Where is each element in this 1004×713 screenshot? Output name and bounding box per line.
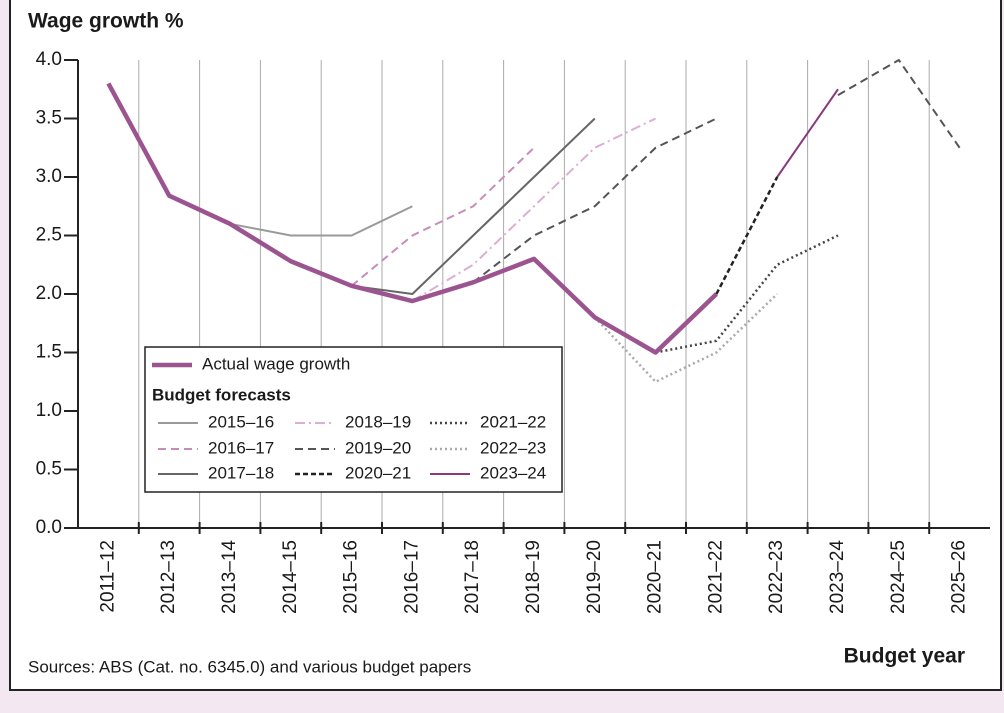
y-tick-label: 3.5 [36, 108, 62, 129]
x-tick-label: 2021–22 [705, 540, 726, 614]
x-tick-label: 2025–26 [949, 540, 970, 614]
x-tick-label: 2017–18 [462, 540, 483, 614]
y-tick-label: 0.0 [36, 517, 62, 538]
frame [9, 0, 1002, 691]
x-tick-label: 2016–17 [401, 540, 422, 614]
x-axis-label: Budget year [844, 645, 965, 668]
series-line [411, 117, 657, 302]
series-line [472, 59, 961, 284]
x-tick-label: 2018–19 [523, 540, 544, 614]
y-tick-label: 2.5 [36, 225, 62, 246]
x-tick-label: 2022–23 [766, 540, 787, 614]
legend-label: 2022–23 [480, 438, 546, 457]
series-line [351, 117, 596, 295]
legend-label: 2020–21 [345, 463, 411, 482]
legend-box [144, 346, 563, 493]
series-line [655, 234, 839, 354]
y-tick-label: 0.5 [36, 459, 62, 480]
series-line [776, 88, 839, 178]
legend-label: Actual wage growth [202, 354, 350, 373]
legend-label: 2019–20 [345, 438, 411, 457]
legend-label: 2018–19 [345, 412, 411, 431]
legend-label: 2023–24 [480, 463, 546, 482]
x-tick-label: 2012–13 [158, 540, 179, 614]
y-tick-label: 1.0 [36, 400, 62, 421]
x-tick-label: 2013–14 [219, 540, 240, 614]
legend-label: 2015–16 [208, 412, 274, 431]
x-tick-label: 2014–15 [280, 540, 301, 614]
x-tick-label: 2015–16 [341, 540, 362, 614]
chart-title: Wage growth % [28, 10, 184, 33]
x-tick-label: 2020–21 [645, 540, 666, 614]
source: Sources: ABS (Cat. no. 6345.0) and vario… [28, 657, 471, 676]
y-tick-label: 2.0 [36, 283, 62, 304]
x-tick-label: 2019–20 [584, 540, 605, 614]
x-tick-label: 2023–24 [827, 540, 848, 614]
series-line [229, 205, 413, 237]
y-tick-label: 4.0 [36, 49, 62, 70]
x-tick-label: 2011–12 [97, 540, 118, 613]
legend-title: Budget forecasts [152, 385, 291, 404]
series-line [350, 147, 535, 287]
series-line [715, 176, 779, 295]
x-tick-label: 2024–25 [888, 540, 909, 614]
legend-label: 2017–18 [208, 463, 274, 482]
series-line [106, 82, 718, 355]
legend-label: 2021–22 [480, 412, 546, 431]
y-tick-label: 3.0 [36, 166, 62, 187]
legend-label: 2016–17 [208, 438, 274, 457]
y-tick-label: 1.5 [36, 342, 62, 363]
